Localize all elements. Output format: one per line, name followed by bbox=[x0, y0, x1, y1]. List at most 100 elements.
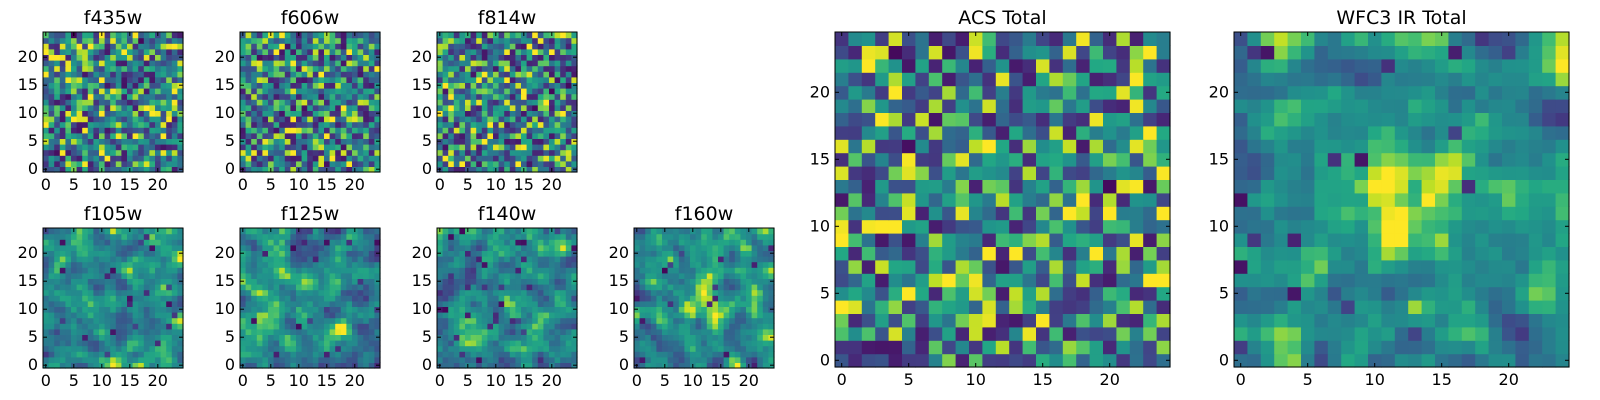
heatmap-cell bbox=[768, 351, 775, 358]
heatmap-cell bbox=[335, 323, 342, 330]
heatmap-cell bbox=[312, 110, 319, 117]
heatmap-cell bbox=[498, 104, 505, 111]
heatmap-cell bbox=[835, 246, 849, 261]
heatmap-cell bbox=[368, 132, 375, 139]
heatmap-cell bbox=[346, 144, 353, 151]
heatmap-cell bbox=[324, 306, 331, 313]
heatmap-cell bbox=[442, 233, 449, 240]
heatmap-cell bbox=[290, 71, 297, 78]
heatmap-cell bbox=[324, 284, 331, 291]
heatmap-cell bbox=[729, 256, 736, 263]
heatmap-cell bbox=[470, 323, 477, 330]
heatmap-cell bbox=[662, 328, 669, 335]
heatmap-cell bbox=[459, 362, 466, 369]
heatmap-cell bbox=[537, 256, 544, 263]
heatmap-cell bbox=[982, 179, 997, 194]
heatmap-cell bbox=[346, 272, 353, 279]
heatmap-cell bbox=[284, 54, 291, 61]
heatmap-cell bbox=[121, 60, 128, 67]
heatmap-cell bbox=[560, 82, 567, 89]
heatmap-cell bbox=[1076, 326, 1091, 341]
heatmap-cell bbox=[487, 289, 494, 296]
heatmap-cell bbox=[459, 284, 466, 291]
heatmap-cell bbox=[335, 278, 342, 285]
heatmap-cell bbox=[324, 323, 331, 330]
heatmap-cell bbox=[493, 104, 500, 111]
heatmap-cell bbox=[296, 278, 303, 285]
heatmap-cell bbox=[493, 317, 500, 324]
heatmap-cell bbox=[82, 166, 89, 173]
heatmap-cell bbox=[273, 32, 280, 39]
heatmap-cell bbox=[171, 54, 178, 61]
heatmap-cell bbox=[498, 121, 505, 128]
heatmap-cell bbox=[262, 166, 269, 173]
heatmap-cell bbox=[357, 76, 364, 83]
heatmap-cell bbox=[312, 289, 319, 296]
heatmap-cell bbox=[143, 116, 150, 123]
heatmap-cell bbox=[93, 116, 100, 123]
heatmap-cell bbox=[290, 272, 297, 279]
panel-title: f606w bbox=[281, 7, 340, 29]
heatmap-cell bbox=[346, 284, 353, 291]
heatmap-cell bbox=[318, 278, 325, 285]
heatmap-cell bbox=[93, 233, 100, 240]
heatmap-cell bbox=[48, 60, 55, 67]
heatmap-cell bbox=[279, 132, 286, 139]
heatmap-cell bbox=[335, 160, 342, 167]
heatmap-cell bbox=[296, 334, 303, 341]
heatmap-cell bbox=[639, 328, 646, 335]
heatmap-cell bbox=[76, 121, 83, 128]
heatmap-cell bbox=[279, 228, 286, 235]
heatmap-cell bbox=[71, 144, 78, 151]
heatmap-cell bbox=[695, 239, 702, 246]
heatmap-cell bbox=[363, 88, 370, 95]
heatmap-cell bbox=[442, 155, 449, 162]
heatmap-cell bbox=[262, 93, 269, 100]
heatmap-cell bbox=[928, 326, 943, 341]
heatmap-cell bbox=[160, 99, 167, 106]
heatmap-cell bbox=[296, 71, 303, 78]
heatmap-cell bbox=[634, 317, 641, 324]
heatmap-cell bbox=[296, 88, 303, 95]
heatmap-cell bbox=[734, 284, 741, 291]
heatmap-cell bbox=[307, 300, 314, 307]
heatmap-cell bbox=[143, 166, 150, 173]
heatmap-cell bbox=[751, 261, 758, 268]
heatmap-cell bbox=[526, 250, 533, 257]
heatmap-cell bbox=[273, 43, 280, 50]
heatmap-cell bbox=[65, 121, 72, 128]
heatmap-cell bbox=[171, 256, 178, 263]
heatmap-cell bbox=[59, 155, 66, 162]
heatmap-cell bbox=[43, 144, 50, 151]
heatmap-cell bbox=[448, 345, 455, 352]
heatmap-cell bbox=[465, 272, 472, 279]
heatmap-cell bbox=[166, 272, 173, 279]
heatmap-cell bbox=[65, 351, 72, 358]
heatmap-cell bbox=[656, 328, 663, 335]
x-tick-label: 5 bbox=[266, 371, 276, 390]
heatmap-cell bbox=[110, 132, 117, 139]
heatmap-cell bbox=[54, 323, 61, 330]
heatmap-cell bbox=[166, 250, 173, 257]
heatmap-cell bbox=[329, 328, 336, 335]
heatmap-cell bbox=[143, 60, 150, 67]
heatmap-cell bbox=[678, 272, 685, 279]
heatmap-cell bbox=[448, 256, 455, 263]
heatmap-cell bbox=[268, 127, 275, 134]
heatmap-cell bbox=[76, 32, 83, 39]
heatmap-cell bbox=[537, 228, 544, 235]
heatmap-cell bbox=[59, 160, 66, 167]
heatmap-cell bbox=[329, 82, 336, 89]
heatmap-cell bbox=[307, 323, 314, 330]
heatmap-cell bbox=[110, 76, 117, 83]
heatmap-cell bbox=[690, 256, 697, 263]
heatmap-cell bbox=[509, 166, 516, 173]
heatmap-cell bbox=[476, 239, 483, 246]
heatmap-cell bbox=[532, 267, 539, 274]
heatmap-cell bbox=[143, 239, 150, 246]
heatmap-cell bbox=[729, 228, 736, 235]
heatmap-cell bbox=[115, 155, 122, 162]
heatmap-cell bbox=[487, 328, 494, 335]
heatmap-cell bbox=[82, 256, 89, 263]
